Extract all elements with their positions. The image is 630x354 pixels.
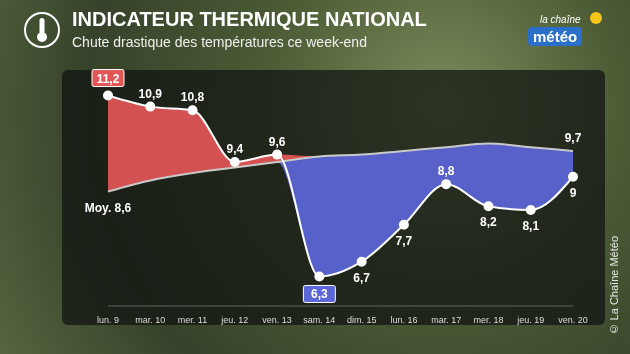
html-text:Chute drastique des températur: Chute drastique des températures ce week…	[72, 34, 367, 50]
svg-text:11,2: 11,2	[97, 72, 120, 86]
svg-text:8,1: 8,1	[522, 219, 539, 233]
svg-text:dim. 15: dim. 15	[347, 315, 377, 325]
svg-text:jeu. 12: jeu. 12	[220, 315, 248, 325]
svg-text:9,4: 9,4	[226, 142, 243, 156]
svg-text:sam. 14: sam. 14	[303, 315, 335, 325]
html-text:la chaîne: la chaîne	[540, 14, 581, 25]
svg-text:jeu. 19: jeu. 19	[516, 315, 544, 325]
svg-text:7,7: 7,7	[396, 234, 413, 248]
svg-text:8,2: 8,2	[480, 215, 497, 229]
html-text:météo: météo	[533, 28, 578, 45]
svg-text:10,8: 10,8	[181, 90, 205, 104]
svg-text:lun. 9: lun. 9	[97, 315, 119, 325]
svg-text:Moy. 8,6: Moy. 8,6	[85, 201, 132, 215]
svg-text:mer. 11: mer. 11	[178, 315, 207, 325]
svg-text:mar. 10: mar. 10	[135, 315, 165, 325]
html-text:© La Chaîne Météo: © La Chaîne Météo	[608, 236, 620, 336]
svg-text:lun. 16: lun. 16	[390, 315, 417, 325]
svg-text:ven. 13: ven. 13	[262, 315, 292, 325]
svg-text:6,7: 6,7	[353, 271, 370, 285]
svg-text:mar. 17: mar. 17	[431, 315, 461, 325]
svg-text:6,3: 6,3	[311, 287, 328, 301]
svg-text:9: 9	[570, 186, 577, 200]
svg-text:8,8: 8,8	[438, 164, 455, 178]
svg-text:9,7: 9,7	[565, 131, 582, 145]
svg-text:mer. 18: mer. 18	[473, 315, 503, 325]
svg-text:9,6: 9,6	[269, 135, 286, 149]
svg-text:10,9: 10,9	[139, 87, 163, 101]
svg-text:ven. 20: ven. 20	[558, 315, 588, 325]
html-text:INDICATEUR THERMIQUE NATIONAL: INDICATEUR THERMIQUE NATIONAL	[72, 8, 427, 30]
